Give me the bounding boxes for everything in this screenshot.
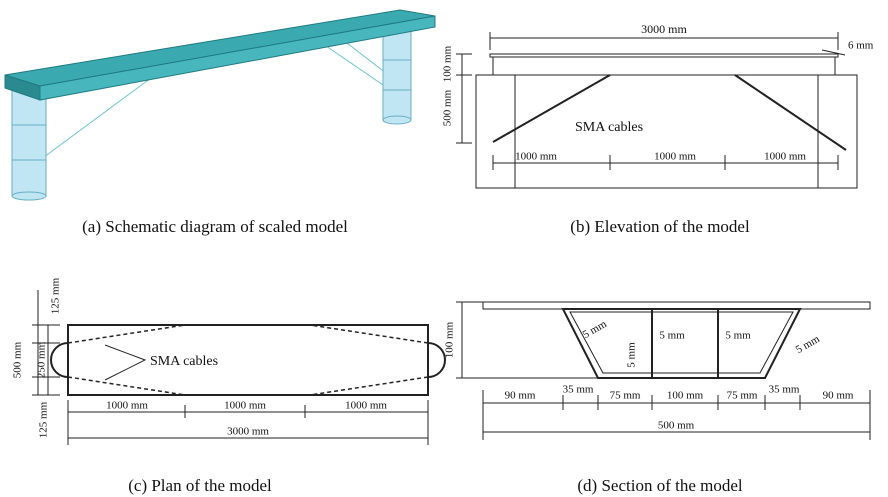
dimension: 125 mm: [50, 277, 62, 314]
dimension: 3000 mm: [227, 426, 269, 438]
dimension: 250 mm: [36, 341, 48, 378]
dimension: 90 mm: [823, 390, 854, 402]
dimension: 100 mm: [667, 390, 704, 402]
label: SMA cables: [150, 354, 218, 369]
dimension: 5 mm: [581, 318, 609, 341]
dimension: 100 mm: [442, 45, 454, 82]
dimension: 3000 mm: [641, 22, 687, 36]
dimension: 6 mm: [848, 40, 874, 52]
dimension: 5 mm: [725, 330, 751, 342]
dimension: 1000 mm: [515, 151, 557, 163]
caption: (b) Elevation of the model: [570, 217, 750, 236]
dimension: 90 mm: [505, 390, 536, 402]
plan: [32, 290, 445, 445]
dimension: 5 mm: [794, 333, 822, 356]
dimension: 1000 mm: [654, 151, 696, 163]
dimension: 35 mm: [769, 384, 800, 396]
dimension: 1000 mm: [106, 400, 148, 412]
dimension: 35 mm: [563, 384, 594, 396]
dimension: 1000 mm: [345, 400, 387, 412]
dimension: 500 mm: [658, 420, 695, 432]
dimension: 5 mm: [626, 342, 638, 368]
dimension: 1000 mm: [764, 151, 806, 163]
dimension: 1000 mm: [224, 400, 266, 412]
elevation: [456, 32, 857, 188]
dimension: 500 mm: [442, 89, 454, 126]
caption: (c) Plan of the model: [128, 476, 272, 495]
model-3d: [5, 10, 435, 200]
dimension: 100 mm: [444, 321, 456, 358]
dimension: 5 mm: [659, 330, 685, 342]
dimension: 75 mm: [727, 390, 758, 402]
label: SMA cables: [575, 120, 643, 135]
dimension: 500 mm: [12, 341, 24, 378]
caption: (d) Section of the model: [577, 476, 743, 495]
caption: (a) Schematic diagram of scaled model: [82, 217, 348, 236]
dimension: 75 mm: [610, 390, 641, 402]
dimension: 125 mm: [38, 401, 50, 438]
figure: (a) Schematic diagram of scaled model 30…: [0, 0, 888, 497]
